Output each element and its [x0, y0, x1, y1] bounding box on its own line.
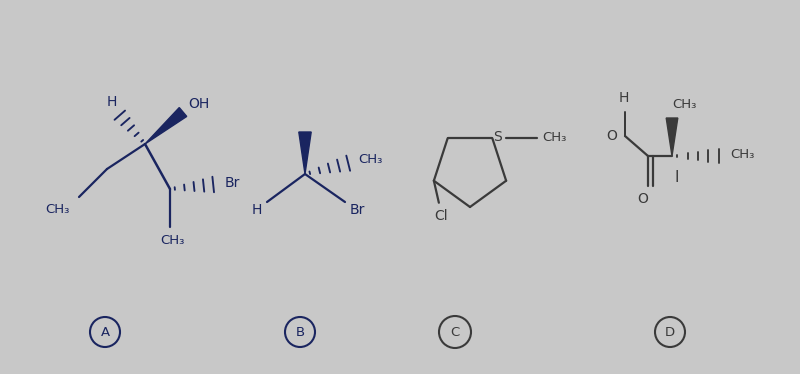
Text: Br: Br: [350, 203, 365, 217]
Text: S: S: [493, 130, 502, 144]
Text: A: A: [101, 325, 110, 338]
Text: O: O: [638, 192, 649, 206]
Text: OH: OH: [188, 97, 210, 111]
Text: H: H: [252, 203, 262, 217]
Polygon shape: [299, 132, 311, 174]
Text: C: C: [450, 325, 460, 338]
Polygon shape: [145, 108, 186, 144]
Text: CH₃: CH₃: [730, 147, 754, 160]
Text: CH₃: CH₃: [45, 202, 69, 215]
Text: Br: Br: [224, 176, 240, 190]
Text: Cl: Cl: [434, 209, 448, 223]
Text: B: B: [295, 325, 305, 338]
Text: CH₃: CH₃: [358, 153, 382, 166]
Text: H: H: [107, 95, 117, 109]
Text: CH₃: CH₃: [160, 234, 184, 248]
Text: H: H: [619, 91, 629, 105]
Text: CH₃: CH₃: [672, 98, 696, 110]
Text: I: I: [674, 171, 679, 186]
Text: CH₃: CH₃: [542, 131, 566, 144]
Text: D: D: [665, 325, 675, 338]
Polygon shape: [666, 118, 678, 156]
Text: O: O: [606, 129, 618, 143]
